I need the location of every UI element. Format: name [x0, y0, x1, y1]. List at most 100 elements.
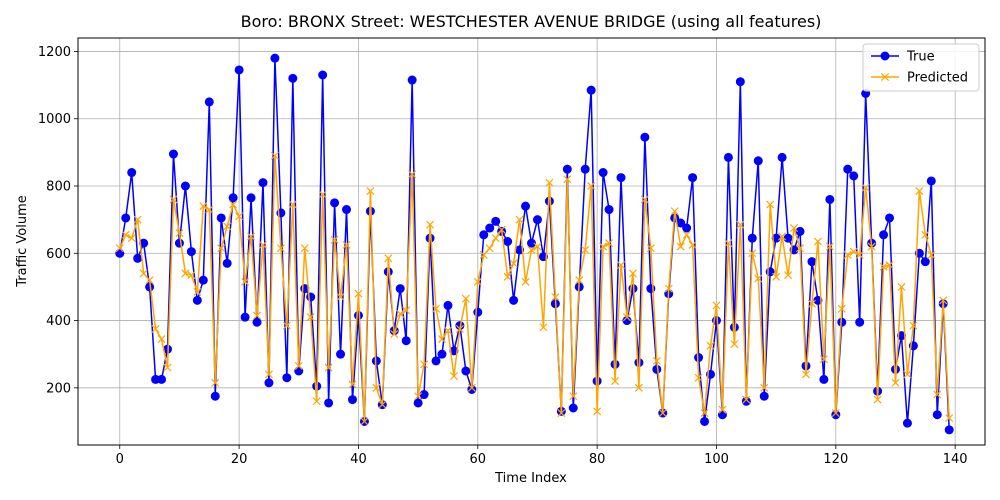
data-point-predicted — [545, 178, 554, 187]
data-point-predicted — [366, 187, 375, 196]
data-point-predicted — [730, 340, 739, 349]
data-point-predicted — [742, 395, 751, 404]
data-point-true — [759, 391, 769, 401]
legend: True Predicted — [862, 43, 980, 92]
data-point-true — [640, 132, 650, 142]
data-point-true — [926, 176, 936, 186]
data-point-predicted — [193, 287, 202, 296]
data-point-true — [347, 395, 357, 405]
data-point-predicted — [247, 232, 256, 241]
data-point-predicted — [342, 240, 351, 249]
data-point-predicted — [258, 240, 268, 249]
data-point-predicted — [437, 335, 447, 344]
data-point-predicted — [646, 244, 655, 253]
legend-marker — [880, 51, 890, 61]
data-point-true — [240, 312, 250, 322]
data-point-predicted — [414, 392, 423, 401]
data-point-true — [419, 390, 429, 400]
data-point-true — [813, 295, 823, 305]
data-point-true — [879, 230, 889, 240]
y-tick-label: 1000 — [38, 112, 71, 127]
data-point-predicted — [819, 355, 828, 364]
data-point-true — [288, 73, 298, 83]
data-point-predicted — [264, 370, 273, 379]
data-point-true — [437, 349, 447, 359]
data-point-predicted — [276, 244, 285, 253]
data-point-predicted — [235, 212, 244, 221]
data-point-predicted — [199, 202, 208, 211]
data-point-predicted — [408, 170, 417, 179]
data-point-predicted — [909, 321, 918, 330]
data-point-predicted — [873, 395, 882, 404]
data-point-predicted — [270, 151, 279, 160]
data-point-predicted — [563, 175, 572, 184]
data-point-predicted — [903, 370, 912, 379]
data-point-true — [777, 152, 787, 162]
data-point-predicted — [599, 242, 608, 251]
data-point-true — [168, 149, 178, 159]
data-point-true — [336, 349, 346, 359]
data-point-predicted — [539, 323, 548, 332]
data-point-predicted — [187, 271, 196, 280]
data-point-true — [723, 152, 733, 162]
data-point-predicted — [241, 277, 250, 286]
y-axis-label: Traffic Volume — [15, 195, 30, 288]
data-point-true — [461, 366, 471, 376]
data-point-predicted — [867, 242, 876, 251]
data-point-true — [180, 181, 190, 191]
data-point-predicted — [843, 250, 852, 259]
data-point-predicted — [181, 269, 190, 278]
data-point-predicted — [217, 244, 226, 253]
data-point-true — [735, 77, 745, 87]
data-point-true — [688, 173, 698, 183]
data-point-true — [485, 223, 495, 233]
data-point-predicted — [169, 195, 178, 204]
data-point-predicted — [885, 261, 894, 270]
x-tick-label: 80 — [589, 452, 606, 467]
data-point-true — [509, 295, 519, 305]
data-point-true — [932, 410, 942, 420]
data-point-predicted — [372, 383, 381, 392]
y-tick-label: 200 — [46, 381, 71, 396]
data-point-predicted — [831, 409, 840, 418]
data-point-true — [216, 213, 226, 223]
data-point-true — [747, 233, 757, 243]
data-point-predicted — [121, 230, 130, 239]
data-point-true — [521, 201, 531, 211]
data-point-predicted — [658, 409, 667, 418]
data-point-predicted — [664, 284, 673, 293]
data-point-true — [807, 257, 817, 267]
data-point-predicted — [157, 335, 166, 344]
data-point-true — [294, 366, 304, 376]
data-point-predicted — [694, 373, 703, 382]
data-point-true — [717, 410, 727, 420]
data-point-predicted — [581, 245, 590, 254]
data-point-predicted — [575, 276, 584, 285]
data-point-true — [944, 425, 954, 435]
data-point-true — [198, 275, 208, 285]
data-point-true — [115, 248, 125, 258]
data-point-true — [753, 156, 763, 166]
data-point-predicted — [515, 215, 524, 224]
series-predicted — [115, 151, 954, 426]
data-point-predicted — [306, 313, 315, 322]
data-point-true — [443, 300, 453, 310]
data-point-predicted — [312, 397, 321, 406]
y-tick-label: 600 — [46, 247, 71, 262]
x-tick-label: 120 — [823, 452, 848, 467]
data-point-predicted — [318, 190, 327, 199]
data-point-predicted — [485, 244, 494, 253]
data-point-predicted — [390, 329, 399, 339]
data-point-predicted — [420, 360, 429, 369]
data-point-predicted — [760, 383, 769, 392]
data-point-predicted — [640, 195, 649, 204]
chart-title: Boro: BRONX Street: WESTCHESTER AVENUE B… — [241, 12, 822, 31]
data-point-predicted — [676, 242, 685, 251]
data-point-true — [234, 65, 244, 75]
data-point-true — [407, 75, 417, 85]
data-point-true — [324, 398, 334, 408]
data-point-predicted — [426, 220, 435, 229]
data-point-predicted — [569, 392, 578, 401]
data-point-predicted — [479, 250, 488, 259]
legend-label: True — [906, 50, 935, 65]
